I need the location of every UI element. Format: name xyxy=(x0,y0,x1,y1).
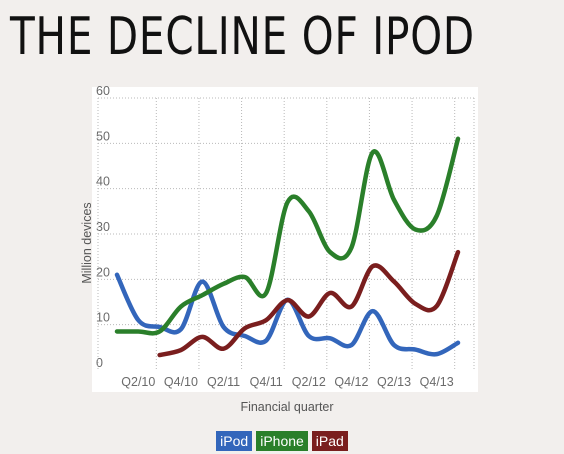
series-line-iphone xyxy=(114,136,461,336)
x-tick-label: Q2/13 xyxy=(377,375,411,389)
series-line-ipad xyxy=(157,249,461,358)
y-tick-label: 40 xyxy=(96,175,110,189)
y-tick-label: 20 xyxy=(96,265,110,279)
y-tick-label: 0 xyxy=(96,356,103,370)
x-tick-label: Q2/11 xyxy=(207,375,240,389)
legend-item-iphone[interactable]: iPhone xyxy=(256,431,308,451)
legend: iPod iPhone iPad xyxy=(0,431,564,451)
x-tick-label: Q4/11 xyxy=(250,375,283,389)
legend-item-ipod[interactable]: iPod xyxy=(216,431,253,451)
x-tick-label: Q4/10 xyxy=(164,375,198,389)
y-tick-label: 10 xyxy=(96,311,110,325)
x-tick-label: Q4/13 xyxy=(420,375,454,389)
y-tick-label: 50 xyxy=(96,129,110,143)
x-tick-label: Q2/10 xyxy=(121,375,155,389)
y-tick-label: 30 xyxy=(96,220,110,234)
x-tick-label: Q2/12 xyxy=(292,375,326,389)
y-tick-label: 60 xyxy=(96,84,110,98)
x-tick-label: Q4/12 xyxy=(334,375,368,389)
chart-title: THE DECLINE OF IPOD xyxy=(10,7,475,67)
y-axis-title: Million devices xyxy=(80,202,94,283)
plot-background xyxy=(92,87,478,392)
legend-item-ipad[interactable]: iPad xyxy=(311,431,348,451)
x-axis-title: Financial quarter xyxy=(240,400,333,414)
